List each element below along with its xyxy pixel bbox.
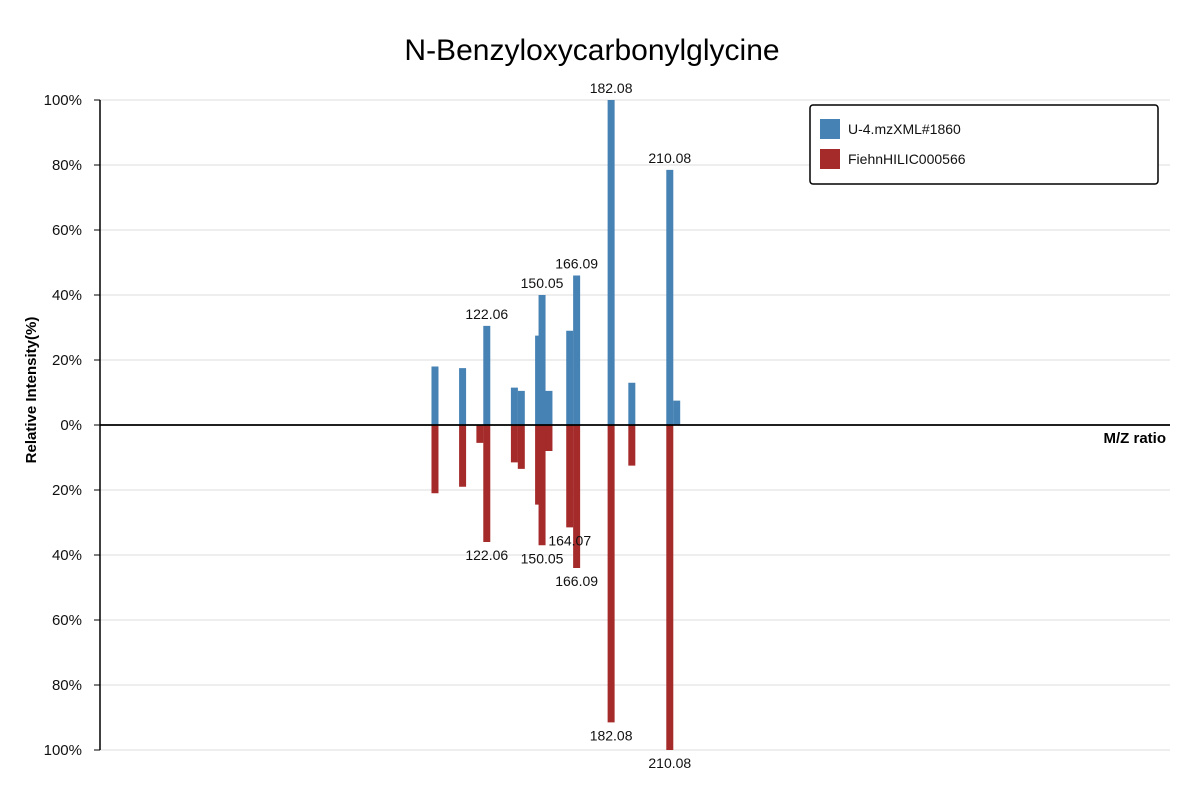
- reference-peak-bar: [510, 425, 518, 463]
- reference-peak-bar: [666, 425, 674, 750]
- reference-peak-bar: [607, 425, 615, 723]
- y-tick-labels: 100% 80% 60% 40% 20% 0% 20% 40% 60% 80% 100%: [44, 92, 100, 759]
- query-peak-bar: [459, 368, 467, 425]
- peak-label: 150.05: [521, 550, 564, 566]
- y-tick-label: 80%: [52, 677, 82, 694]
- legend-label-series-2: FiehnHILIC000566: [848, 151, 966, 167]
- peak-labels: 122.06 150.05 166.09 182.08 210.08 122.06 150.…: [465, 80, 691, 771]
- y-tick-label: 60%: [52, 222, 82, 239]
- legend-swatch-series-1: [820, 119, 840, 139]
- reference-peak-bar: [431, 425, 439, 494]
- y-tick-label: 20%: [52, 482, 82, 499]
- legend-swatch-series-2: [820, 149, 840, 169]
- peak-label: 164.07: [548, 532, 591, 548]
- peak-label: 150.05: [521, 275, 564, 291]
- query-peak-bar: [545, 390, 553, 425]
- query-peak-bar: [573, 275, 581, 425]
- query-peak-bar: [510, 387, 518, 425]
- peak-label: 166.09: [555, 256, 598, 272]
- query-peak-bar: [483, 325, 491, 425]
- chart-title: N-Benzyloxycarbonylglycine: [404, 34, 779, 67]
- axes: [99, 100, 1170, 750]
- query-peak-bar: [673, 400, 681, 425]
- reference-peak-bar: [517, 425, 525, 469]
- query-peak-bar: [628, 382, 636, 425]
- peak-label: 182.08: [590, 80, 633, 96]
- legend: U-4.mzXML#1860 FiehnHILIC000566: [809, 104, 1159, 185]
- reference-peak-bar: [459, 425, 467, 487]
- query-peak-bar: [666, 169, 674, 425]
- y-tick-label: 40%: [52, 287, 82, 304]
- query-peak-bar: [566, 330, 574, 425]
- peak-label: 210.08: [648, 755, 691, 771]
- reference-peak-bar: [483, 425, 491, 542]
- y-tick-label: 20%: [52, 352, 82, 369]
- peak-label: 122.06: [465, 306, 508, 322]
- query-peak-bar: [607, 100, 615, 425]
- y-axis-label: Relative Intensity(%): [23, 317, 40, 464]
- x-axis-label: M/Z ratio: [1104, 430, 1167, 447]
- peak-label: 122.06: [465, 547, 508, 563]
- legend-box: [809, 104, 1159, 185]
- legend-label-series-1: U-4.mzXML#1860: [848, 121, 961, 137]
- y-tick-label: 100%: [44, 92, 82, 109]
- reference-peak-bar: [566, 425, 574, 528]
- query-peak-bar: [517, 390, 525, 425]
- y-tick-label: 40%: [52, 547, 82, 564]
- grid-lines: [100, 99, 1170, 751]
- peak-bars: [431, 100, 681, 750]
- y-tick-label: 100%: [44, 742, 82, 759]
- y-tick-label: 0%: [60, 417, 82, 434]
- query-peak-bar: [538, 295, 546, 425]
- y-tick-label: 80%: [52, 157, 82, 174]
- y-tick-label: 60%: [52, 612, 82, 629]
- peak-label: 182.08: [590, 727, 633, 743]
- reference-peak-bar: [476, 425, 484, 443]
- peak-label: 166.09: [555, 573, 598, 589]
- reference-peak-bar: [545, 425, 553, 451]
- reference-peak-bar: [628, 425, 636, 466]
- reference-peak-bar: [573, 425, 581, 568]
- query-peak-bar: [431, 366, 439, 425]
- peak-label: 210.08: [648, 150, 691, 166]
- reference-peak-bar: [538, 425, 546, 546]
